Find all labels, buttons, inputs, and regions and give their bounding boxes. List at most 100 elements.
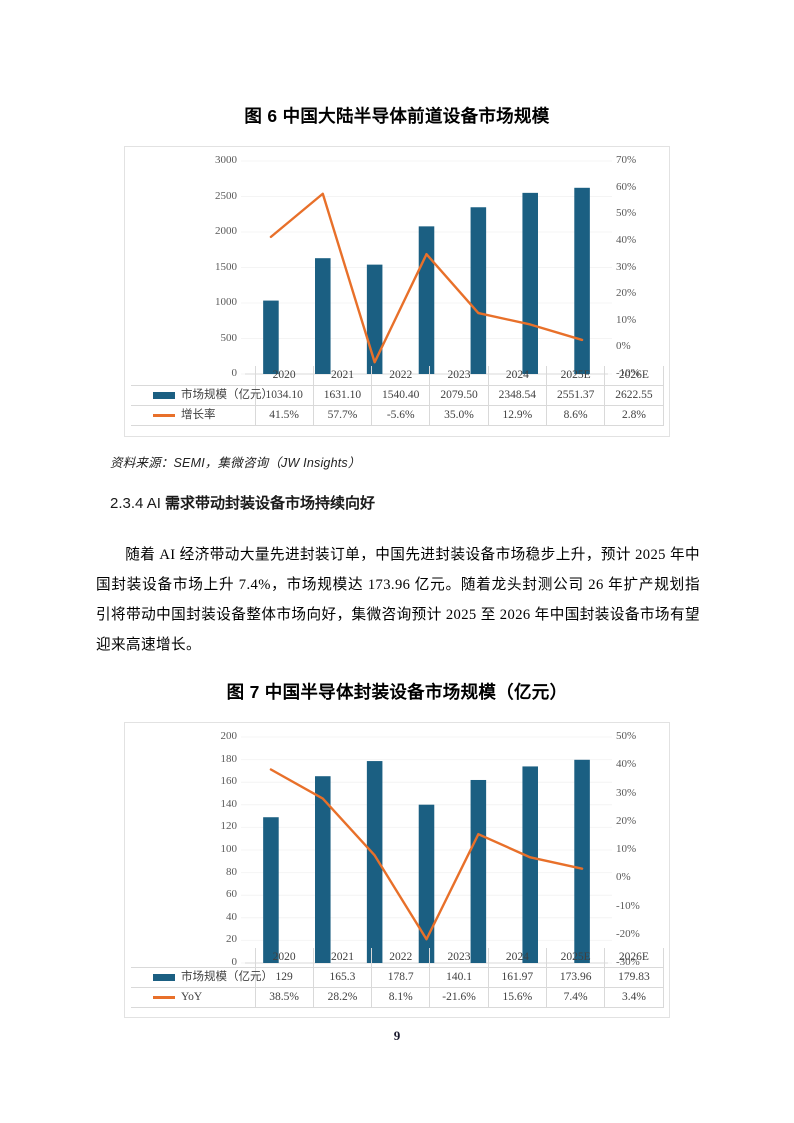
figure6-title: 图 6 中国大陆半导体前道设备市场规模 — [244, 106, 550, 126]
left-axis-tick: 100 — [220, 843, 238, 855]
bar-swatch-icon — [153, 392, 175, 399]
page-number: 9 — [393, 1028, 401, 1043]
table-header-2023: 2023 — [429, 366, 489, 386]
table-cell: 28.2% — [312, 987, 373, 1008]
right-axis-tick: 60% — [616, 180, 637, 193]
section-heading-number: 2.3.4 AI — [110, 495, 166, 512]
table-cell: 8.1% — [371, 987, 431, 1008]
table-header-2024: 2024 — [487, 948, 547, 968]
table-cell: 140.1 — [429, 967, 489, 988]
table-cell: 165.3 — [312, 967, 373, 988]
body-paragraph: 随着 AI 经济带动大量先进封装订单，中国先进封装设备市场稳步上升，预计 202… — [96, 547, 700, 653]
right-axis-tick: 10% — [616, 313, 637, 326]
right-axis-tick: 0% — [616, 340, 631, 353]
table-cell: 7.4% — [545, 987, 606, 1008]
table-row-categories: 2020 2021 2022 2023 2024 2025E 2026E — [131, 948, 664, 968]
table-corner-cell — [131, 366, 255, 386]
bar-2022 — [366, 264, 383, 374]
table-cell: 38.5% — [254, 987, 314, 1008]
left-axis-tick: 120 — [220, 820, 238, 833]
bar-2020 — [263, 300, 279, 374]
table-corner-cell — [131, 948, 255, 968]
right-axis-tick: 50% — [616, 730, 637, 742]
bar-2022 — [366, 761, 383, 963]
right-axis-tick: 40% — [616, 233, 637, 246]
growth-rate-line — [269, 768, 584, 941]
table-header-2024: 2024 — [487, 366, 547, 386]
bar-2023 — [418, 226, 435, 374]
table-cell: 3.4% — [604, 987, 664, 1008]
line-swatch-icon — [153, 414, 175, 417]
table-cell: -21.6% — [429, 987, 489, 1008]
section-heading-text: 需求带动封装设备市场持续向好 — [165, 495, 376, 512]
left-axis-tick: 180 — [220, 752, 238, 765]
bar-2024 — [470, 779, 487, 963]
bar-2026E — [574, 187, 590, 374]
right-axis-tick: -20% — [616, 927, 640, 940]
left-axis-tick: 0 — [231, 956, 238, 968]
table-row: 增长率 41.5% 57.7% -5.6% 35.0% 12.9% 8.6% 2.8% — [131, 405, 664, 426]
table-cell: 8.6% — [545, 405, 606, 426]
table-cell: 1034.10 — [254, 385, 314, 406]
right-axis-tick: 30% — [616, 786, 637, 799]
table-cell: -5.6% — [371, 405, 431, 426]
bar-2026E — [574, 759, 590, 963]
table-cell: 57.7% — [312, 405, 373, 426]
left-axis-tick: 2500 — [215, 189, 237, 202]
table-header-2025E: 2025E — [545, 366, 606, 386]
line-swatch-icon — [153, 996, 175, 999]
right-axis-tick: 50% — [616, 207, 637, 220]
left-axis-tick: 2000 — [215, 225, 237, 237]
left-axis-tick: 200 — [220, 730, 238, 742]
table-header-2026E: 2026E — [604, 948, 664, 968]
legend-label: YoY — [181, 991, 203, 1003]
table-header-2021: 2021 — [312, 948, 373, 968]
right-axis-tick: 20% — [616, 287, 637, 300]
table-header-2026E: 2026E — [604, 366, 664, 386]
table-cell: 161.97 — [487, 967, 547, 988]
table-cell: 2079.50 — [429, 385, 489, 406]
table-cell: 15.6% — [487, 987, 547, 1008]
table-cell: 2622.55 — [604, 385, 664, 406]
left-axis-tick: 1500 — [215, 260, 237, 273]
table-header-2020: 2020 — [254, 948, 314, 968]
left-axis-tick: 20 — [226, 933, 237, 946]
table-row-label: 市场规模（亿元） — [131, 385, 273, 406]
right-axis-tick: 10% — [616, 843, 637, 855]
table-row: 市场规模（亿元） 1034.10 1631.10 1540.40 2079.50 2348… — [131, 385, 664, 406]
table-cell: 178.7 — [371, 967, 431, 988]
table-row-label: 增长率 — [131, 405, 256, 426]
table-header-2025E: 2025E — [545, 948, 606, 968]
table-cell: 35.0% — [429, 405, 489, 426]
left-axis-tick: 80 — [226, 865, 237, 878]
table-cell: 1631.10 — [312, 385, 373, 406]
right-axis-tick: 70% — [616, 154, 637, 166]
table-cell: 2348.54 — [487, 385, 547, 406]
right-axis-tick: 40% — [616, 758, 637, 771]
bar-2021 — [315, 776, 331, 963]
table-header-2020: 2020 — [254, 366, 314, 386]
figure6-source-note: 资料来源：SEMI，集微咨询（JW Insights） — [110, 456, 361, 470]
bar-2025E — [522, 192, 538, 374]
table-cell: 179.83 — [604, 967, 664, 988]
figure7-title: 图 7 中国半导体封装设备市场规模（亿元） — [226, 682, 568, 702]
bar-2023 — [418, 804, 435, 963]
growth-rate-line — [269, 192, 584, 364]
right-axis-tick: 30% — [616, 260, 637, 273]
left-axis-tick: 140 — [220, 797, 238, 810]
table-header-2023: 2023 — [429, 948, 489, 968]
table-header-2021: 2021 — [312, 366, 373, 386]
left-axis-tick: 1000 — [215, 296, 237, 308]
bar-2024 — [470, 207, 487, 374]
figure6-data-table: 2020 2021 2022 2023 2024 2025E 2026E 市场规模（亿元） 10… — [131, 366, 664, 426]
table-cell: 2551.37 — [545, 385, 606, 406]
bar-swatch-icon — [153, 974, 175, 981]
right-axis-tick: 20% — [616, 814, 637, 827]
bar-2025E — [522, 766, 538, 963]
table-row-label: YoY — [131, 987, 256, 1008]
figure7-data-table: 2020 2021 2022 2023 2024 2025E 2026E 市场规模（亿元） 12… — [131, 948, 664, 1008]
left-axis-tick: 500 — [220, 331, 238, 344]
left-axis-tick: 40 — [226, 910, 237, 923]
left-axis-tick: 0 — [231, 367, 238, 379]
